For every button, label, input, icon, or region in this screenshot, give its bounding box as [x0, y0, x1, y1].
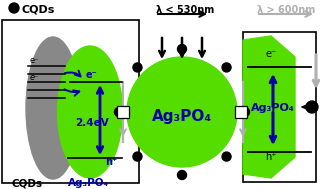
Circle shape — [133, 63, 142, 72]
Polygon shape — [243, 36, 295, 178]
Text: e⁻: e⁻ — [30, 56, 40, 65]
Circle shape — [241, 108, 250, 116]
Bar — [243, 32, 316, 182]
Text: CQDs: CQDs — [22, 4, 55, 14]
Bar — [235, 106, 247, 118]
Text: λ > 600nm: λ > 600nm — [257, 5, 315, 15]
Text: Ag₃PO₄: Ag₃PO₄ — [68, 178, 109, 188]
Text: e⁻: e⁻ — [86, 70, 98, 80]
Circle shape — [115, 108, 124, 116]
Bar — [2, 20, 139, 183]
Text: CQDs: CQDs — [12, 178, 43, 188]
Bar — [117, 106, 129, 118]
Text: h⁺: h⁺ — [105, 157, 117, 167]
Circle shape — [306, 101, 318, 113]
Circle shape — [222, 152, 231, 161]
Text: 2.4eV: 2.4eV — [75, 118, 109, 128]
Circle shape — [222, 63, 231, 72]
Circle shape — [133, 152, 142, 161]
Text: h⁺: h⁺ — [265, 152, 277, 162]
Circle shape — [9, 3, 19, 13]
Text: e⁻: e⁻ — [30, 73, 39, 82]
Text: e⁻: e⁻ — [265, 49, 276, 59]
Circle shape — [178, 170, 187, 180]
Ellipse shape — [58, 46, 123, 178]
Circle shape — [178, 44, 187, 53]
Ellipse shape — [26, 37, 80, 179]
Circle shape — [127, 57, 237, 167]
Text: Ag₃PO₄: Ag₃PO₄ — [251, 103, 295, 113]
Text: λ < 530nm: λ < 530nm — [156, 5, 214, 15]
Text: Ag₃PO₄: Ag₃PO₄ — [152, 109, 212, 125]
